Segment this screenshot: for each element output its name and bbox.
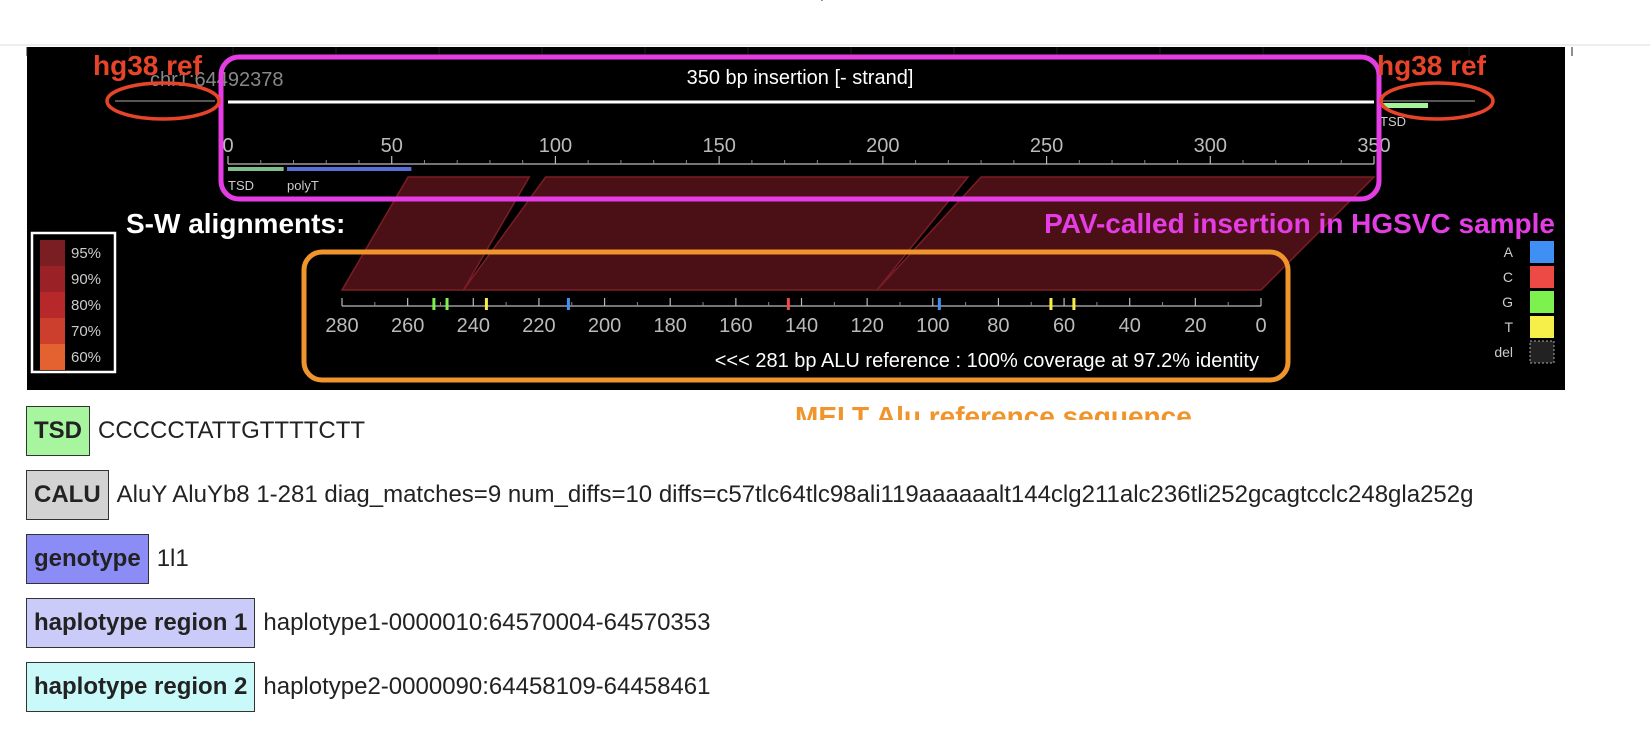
left-hg38-ellipse (105, 81, 221, 121)
insertion-tick-label: 300 (1194, 135, 1227, 157)
base-swatch-A (1530, 241, 1554, 263)
info-row: haplotype region 2 haplotype2-0000090:644… (26, 662, 710, 712)
insertion-tick-label: 100 (539, 135, 572, 157)
left-hg38-label: hg38 ref (93, 50, 203, 81)
base-swatch-G (1530, 291, 1554, 313)
snv-mark-A (937, 298, 941, 310)
melt-reference-label: MELT Alu reference sequence (795, 401, 1192, 420)
ref-tick-label: 160 (719, 315, 752, 337)
ref-tick-label: 0 (1255, 315, 1266, 337)
insertion-axis-ticks: 0 50 100 150 200 250 300 350 (222, 135, 1391, 164)
snv-mark-T (1072, 298, 1076, 310)
feature-bar-TSD (228, 167, 284, 171)
base-swatch-C (1530, 266, 1554, 288)
info-value: CCCCCTATTGTTTTCTT (98, 417, 366, 444)
info-row: haplotype region 1 haplotype1-0000010:645… (26, 598, 710, 648)
info-row: genotype 1l1 (26, 534, 189, 584)
info-label: genotype (26, 534, 149, 584)
top-fragment: ’ (820, 0, 824, 14)
snv-mark-G (445, 298, 449, 310)
base-legend-label: G (1502, 294, 1513, 310)
snv-mark-G (432, 298, 436, 310)
identity-label: 80% (71, 297, 101, 314)
sw-alignments (340, 176, 1376, 291)
snv-mark-A (566, 298, 570, 310)
snv-marks (432, 298, 1076, 310)
info-row: CALU AluY AluYb8 1-281 diag_matches=9 num… (26, 470, 1473, 520)
insertion-tick-label: 200 (866, 135, 899, 157)
insertion-tick-label: 350 (1357, 135, 1390, 157)
insertion-tick-label: 150 (702, 135, 735, 157)
insertion-highlight-box (218, 54, 1382, 202)
identity-label: 70% (71, 323, 101, 340)
insertion-title: 350 bp insertion [- strand] (687, 67, 914, 89)
ref-tick-label: 20 (1184, 315, 1206, 337)
base-swatch-T (1530, 316, 1554, 338)
info-value: AluY AluYb8 1-281 diag_matches=9 num_dif… (116, 481, 1474, 508)
snv-mark-T (484, 298, 488, 310)
identity-swatch (40, 266, 65, 292)
insertion-tick-label: 0 (222, 135, 233, 157)
identity-swatch (40, 344, 65, 370)
info-label: haplotype region 2 (26, 662, 256, 712)
sw-alignments-label: S-W alignments: (126, 208, 345, 239)
pav-insertion-label: PAV-called insertion in HGSVC sample (1044, 208, 1555, 239)
ref-tick-label: 180 (654, 315, 687, 337)
ref-tick-label: 120 (850, 315, 883, 337)
identity-label: 90% (71, 271, 101, 288)
identity-label: 95% (71, 245, 101, 262)
info-label: CALU (26, 470, 109, 520)
info-value: 1l1 (156, 545, 189, 572)
base-legend-label: A (1504, 244, 1514, 260)
feature-bar-polyT (286, 167, 412, 171)
snv-mark-T (1049, 298, 1053, 310)
insertion-visualization: ’ TSD chr1:64492378 350 bp insertion [- … (0, 0, 1650, 420)
base-legend-label: C (1503, 269, 1513, 285)
identity-swatch (40, 318, 65, 344)
alu-reference-caption: <<< 281 bp ALU reference : 100% coverage… (715, 350, 1259, 372)
ref-tick-label: 280 (325, 315, 358, 337)
insertion-tick-label: 50 (381, 135, 403, 157)
ref-tick-label: 40 (1119, 315, 1141, 337)
snv-mark-C (786, 298, 790, 310)
identity-legend: 95% 90% 80% 70% 60% (40, 240, 101, 370)
alu-reference-axis-ticks: 280 260 240 220 200 180 160 140 120 100 80 60 40 20 0 (325, 298, 1267, 337)
ref-tick-label: 80 (987, 315, 1009, 337)
info-label: haplotype region 1 (26, 598, 256, 648)
feature-polyT-label: polyT (287, 178, 319, 193)
info-value: haplotype2-0000090:64458109-64458461 (263, 673, 711, 700)
info-row: TSD CCCCCTATTGTTTTCTT (26, 406, 365, 456)
right-hg38-ellipse (1379, 81, 1495, 121)
ref-tick-label: 140 (785, 315, 818, 337)
insertion-tick-label: 250 (1030, 135, 1063, 157)
alu-reference-highlight-box (301, 249, 1291, 383)
identity-swatch (40, 292, 65, 318)
right-flank-tsd-label: TSD (1380, 114, 1406, 129)
feature-tsd-label: TSD (228, 178, 254, 193)
info-label: TSD (26, 406, 90, 456)
identity-label: 60% (71, 349, 101, 366)
ref-tick-label: 220 (522, 315, 555, 337)
ref-tick-label: 100 (916, 315, 949, 337)
ref-tick-label: 240 (457, 315, 490, 337)
right-flank-tsd-bar (1382, 103, 1428, 108)
identity-swatch (40, 240, 65, 266)
ref-tick-label: 200 (588, 315, 621, 337)
right-hg38-label: hg38 ref (1377, 50, 1487, 81)
base-swatch-del (1529, 340, 1555, 364)
identity-legend-frame (30, 231, 117, 374)
base-legend-label: del (1494, 344, 1513, 360)
ref-tick-label: 260 (391, 315, 424, 337)
insertion-features (228, 167, 412, 171)
info-value: haplotype1-0000010:64570004-64570353 (263, 609, 711, 636)
ref-tick-label: 60 (1053, 315, 1075, 337)
base-legend-label: T (1504, 319, 1513, 335)
